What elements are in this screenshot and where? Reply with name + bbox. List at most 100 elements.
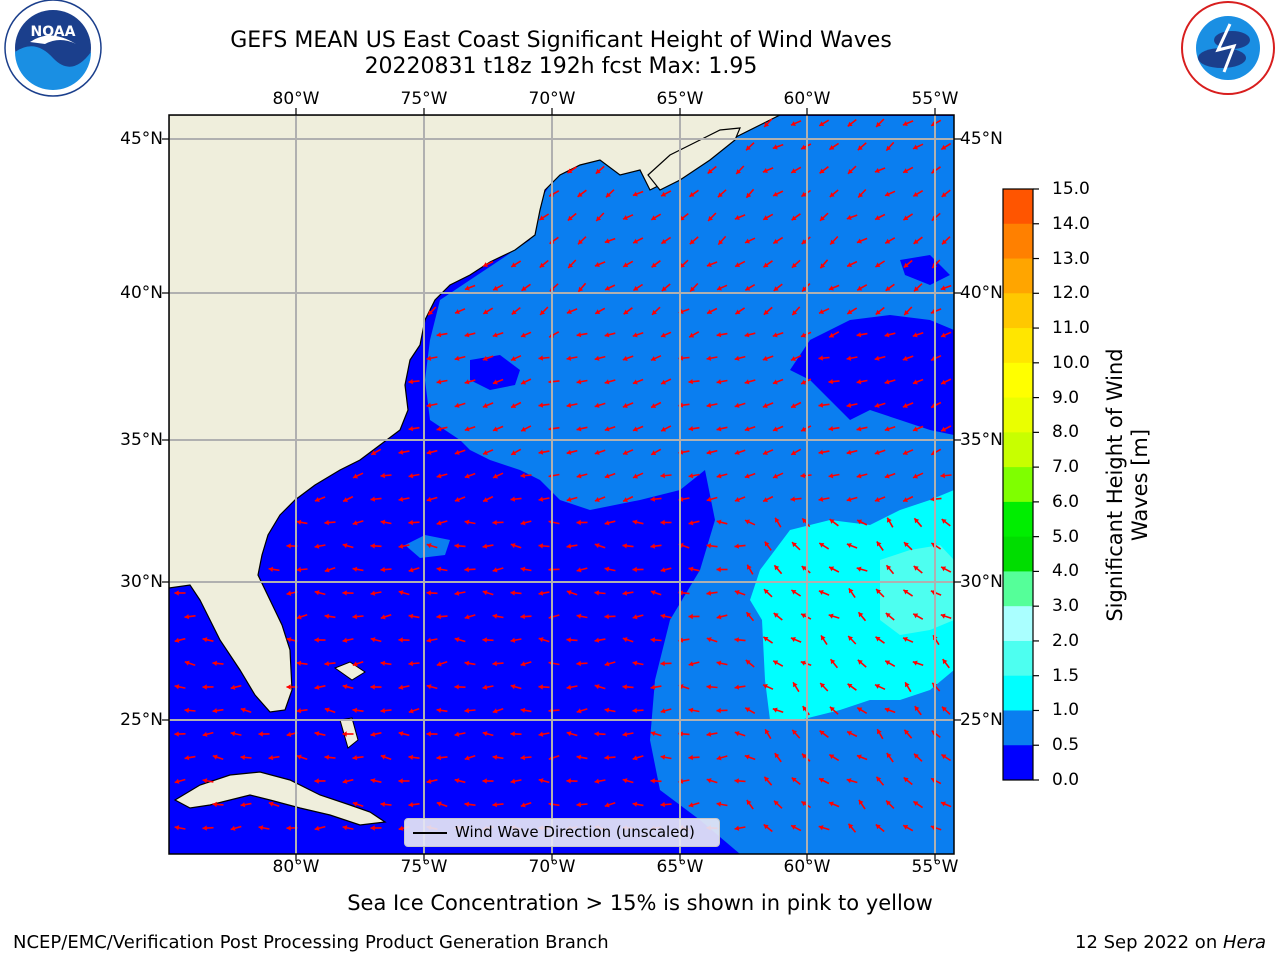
colorbar-segment xyxy=(1003,293,1033,329)
colorbar-segment xyxy=(1003,675,1033,711)
wave-direction-arrowhead xyxy=(876,589,881,594)
wave-direction-arrowhead xyxy=(651,262,657,268)
wave-direction-arrowhead xyxy=(847,121,853,127)
wave-direction-arrowhead xyxy=(540,310,545,315)
wave-direction-arrowhead xyxy=(520,802,526,808)
wave-direction-arrowhead xyxy=(707,309,713,314)
wave-direction-arrowhead xyxy=(886,753,892,758)
wave-direction-arrowhead xyxy=(464,285,470,291)
wave-direction-arrowhead xyxy=(903,262,909,268)
wave-direction-arrowhead xyxy=(482,778,487,784)
wave-direction-arrowhead xyxy=(792,310,798,316)
wave-direction-arrowhead xyxy=(296,660,302,666)
lat-label-left: 40°N xyxy=(120,283,163,303)
wave-direction-arrowhead xyxy=(820,215,825,221)
wave-direction-arrowhead xyxy=(492,379,498,385)
wave-direction-arrowhead xyxy=(660,613,666,619)
wave-direction-arrowhead xyxy=(661,191,667,197)
wave-direction-arrowhead xyxy=(886,565,892,571)
wave-direction-arrowhead xyxy=(688,802,694,808)
wave-direction-arrowhead xyxy=(464,660,470,666)
wave-direction-arrowhead xyxy=(650,778,655,784)
wave-direction-arrowhead xyxy=(594,637,600,643)
wave-direction-arrowhead xyxy=(520,707,526,713)
wave-direction-arrowhead xyxy=(830,659,836,665)
wave-direction-arrowhead xyxy=(688,707,694,713)
wave-direction-arrowhead xyxy=(370,590,376,596)
wave-direction-arrowhead xyxy=(744,754,750,760)
wave-direction-arrowhead xyxy=(762,403,768,408)
wave-direction-arrowhead xyxy=(184,755,190,761)
wave-direction-arrowhead xyxy=(408,473,414,479)
wave-direction-arrowhead xyxy=(352,520,358,526)
wave-direction-arrowhead xyxy=(688,613,693,620)
wave-direction-arrowhead xyxy=(408,660,413,667)
wave-direction-arrowhead xyxy=(744,379,750,385)
wave-direction-arrowhead xyxy=(398,637,403,643)
wave-direction-arrowhead xyxy=(352,707,358,713)
wave-direction-arrowhead xyxy=(370,684,375,690)
wave-direction-arrowhead xyxy=(622,590,628,596)
wave-direction-arrowhead xyxy=(594,543,600,549)
wave-direction-arrowhead xyxy=(688,473,694,479)
wave-direction-arrowhead xyxy=(632,379,638,385)
land-cuba xyxy=(173,771,387,826)
wave-direction-arrowhead xyxy=(716,755,722,761)
wave-direction-arrowhead xyxy=(773,613,779,618)
wave-direction-arrowhead xyxy=(632,614,638,620)
wave-direction-arrowhead xyxy=(370,825,375,831)
colorbar-segment xyxy=(1003,571,1033,607)
wave-direction-arrowhead xyxy=(790,637,796,642)
wave-direction-arrowhead xyxy=(801,566,807,571)
wave-direction-arrowhead xyxy=(773,238,779,244)
wave-direction-arrowhead xyxy=(212,801,217,808)
wave-direction-arrowhead xyxy=(688,754,693,761)
wave-direction-arrowhead xyxy=(874,402,880,408)
wave-direction-arrowhead xyxy=(650,637,655,643)
wave-direction-arrowhead xyxy=(596,216,602,221)
wave-direction-arrowhead xyxy=(689,192,695,197)
wave-direction-arrowhead xyxy=(706,731,712,737)
wave-direction-arrowhead xyxy=(819,309,824,314)
wave-direction-arrowhead xyxy=(745,707,751,713)
wave-direction-arrowhead xyxy=(734,402,740,408)
sea-ice-note: Sea Ice Concentration > 15% is shown in … xyxy=(347,891,933,915)
wave-direction-arrowhead xyxy=(324,707,330,713)
colorbar-tick-label: 2.0 xyxy=(1052,630,1080,651)
wave-direction-arrowhead xyxy=(286,731,292,737)
wave-direction-arrowhead xyxy=(436,566,442,572)
wave-direction-arrowhead xyxy=(734,731,740,737)
wave-direction-arrowhead xyxy=(342,825,348,831)
wave-direction-arrowhead xyxy=(846,449,852,455)
wave-direction-arrowhead xyxy=(848,823,854,829)
wave-direction-arrowhead xyxy=(594,497,600,502)
wave-direction-arrowhead xyxy=(482,684,488,690)
wave-direction-arrowhead xyxy=(202,637,208,643)
land-bahamas xyxy=(333,661,366,749)
lon-label-top: 75°W xyxy=(400,89,448,109)
credit-text: NCEP/EMC/Verification Post Processing Pr… xyxy=(13,932,609,953)
wave-direction-arrowhead xyxy=(202,778,208,784)
wave-direction-arrowhead xyxy=(594,684,600,690)
wave-direction-arrowhead xyxy=(577,192,583,197)
wave-direction-arrowhead xyxy=(240,707,246,713)
wave-direction-arrowhead xyxy=(912,379,918,385)
wave-direction-arrowhead xyxy=(706,590,712,596)
map-frame xyxy=(168,114,955,855)
wave-direction-arrowhead xyxy=(594,262,600,267)
wave-direction-arrowhead xyxy=(914,286,919,292)
wave-direction-arrowhead xyxy=(576,660,581,667)
wave-direction-arrowhead xyxy=(716,519,722,525)
wave-direction-arrowhead xyxy=(212,708,218,714)
wave-direction-arrowhead xyxy=(398,684,404,690)
wave-direction-arrowhead xyxy=(650,496,655,502)
wave-direction-arrowhead xyxy=(370,637,376,643)
wave-direction-arrowhead xyxy=(174,731,179,737)
colorbar xyxy=(1002,188,1039,781)
wave-direction-arrowhead xyxy=(408,754,414,760)
wave-direction-arrowhead xyxy=(762,355,768,361)
wave-direction-arrowhead xyxy=(856,754,862,760)
wave-direction-arrowhead xyxy=(578,286,584,292)
wave-direction-arrowhead xyxy=(538,402,544,408)
wave-direction-arrowhead xyxy=(268,755,274,761)
